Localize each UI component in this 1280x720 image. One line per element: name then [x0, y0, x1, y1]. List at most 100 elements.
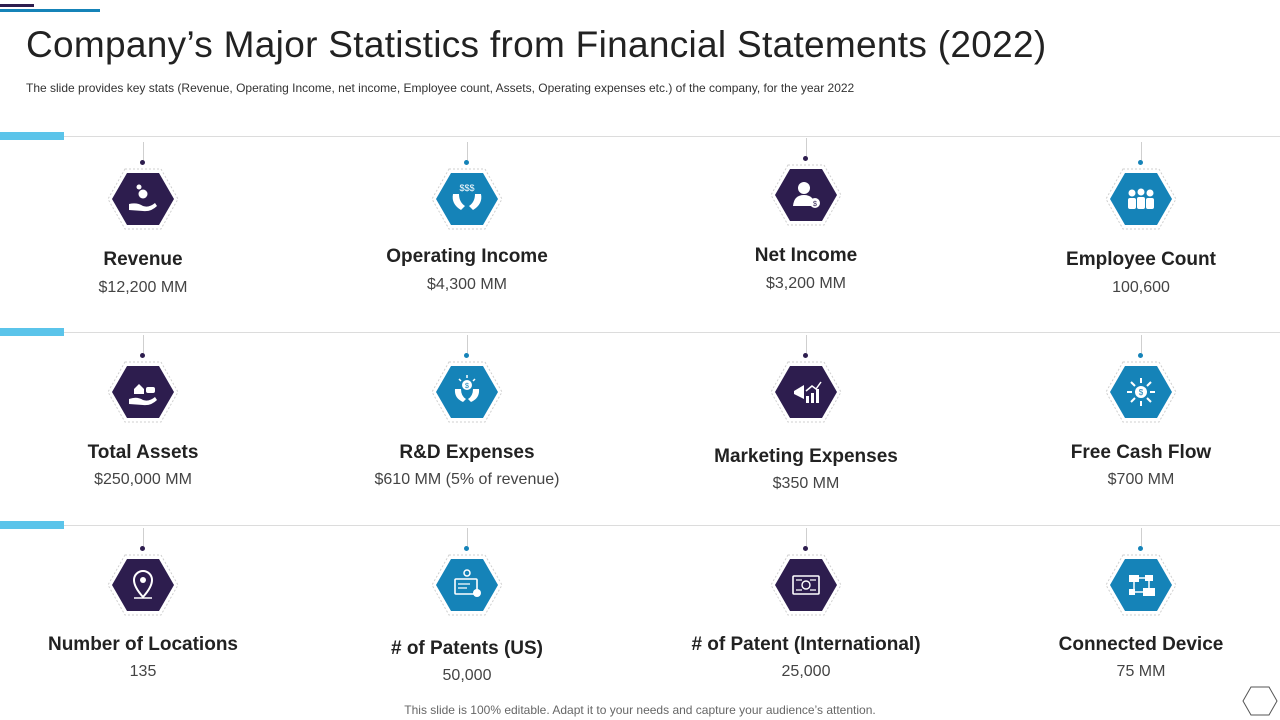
stat-icon-badge: [103, 142, 183, 230]
connector-line: [805, 138, 807, 156]
megaphone-growth-icon: [770, 361, 842, 423]
svg-text:$$$: $$$: [459, 183, 474, 193]
stat-icon-badge: [103, 528, 183, 616]
stat-value: 25,000: [781, 663, 831, 680]
stat-label: Connected Device: [1058, 634, 1224, 655]
connector-dot: [1138, 353, 1143, 358]
page-title: Company’s Major Statistics from Financia…: [26, 24, 1047, 65]
stat-label: Free Cash Flow: [1070, 442, 1212, 463]
stat-card: $ Net Income $3,200 MM: [646, 0, 966, 720]
stat-label: Marketing Expenses: [714, 446, 898, 467]
stat-card: Revenue $12,200 MM: [0, 0, 303, 720]
connector-line: [142, 142, 144, 160]
svg-text:$: $: [813, 201, 817, 208]
connector-line: [1140, 142, 1142, 160]
stat-icon-badge: [427, 528, 507, 616]
stat-value: $4,300 MM: [426, 276, 508, 293]
stat-card: Employee Count 100,600: [981, 0, 1280, 720]
network-devices-icon: [1105, 554, 1177, 616]
hands-money-icon: $$$: [431, 168, 503, 230]
stat-card: $ R&D Expenses $610 MM (5% of revenue): [307, 0, 627, 720]
row-divider: [0, 136, 1280, 137]
connector-line: [466, 142, 468, 160]
stat-card: Connected Device 75 MM: [981, 0, 1280, 720]
stat-label: Number of Locations: [47, 634, 238, 655]
stat-value: 75 MM: [1116, 663, 1166, 680]
stat-label: Operating Income: [386, 246, 548, 267]
stat-value: 50,000: [442, 667, 492, 684]
money-hand-icon: [107, 168, 179, 230]
connector-dot: [140, 353, 145, 358]
corner-hexagon-icon: [1242, 686, 1278, 716]
stat-card: Number of Locations 135: [0, 0, 303, 720]
connector-dot: [803, 546, 808, 551]
row-divider: [0, 525, 1280, 526]
stat-value: 135: [129, 663, 157, 680]
connector-line: [805, 528, 807, 546]
svg-text:$: $: [1139, 388, 1144, 397]
team-icon: [1105, 168, 1177, 230]
stat-label: R&D Expenses: [399, 442, 535, 463]
connector-dot: [464, 160, 469, 165]
stat-card: # of Patent (International) 25,000: [646, 0, 966, 720]
connector-line: [466, 335, 468, 353]
stat-icon-badge: $: [766, 138, 846, 226]
connector-dot: [140, 546, 145, 551]
stat-label: Employee Count: [1066, 249, 1216, 270]
connector-dot: [1138, 160, 1143, 165]
patent-certificate-icon: [431, 554, 503, 616]
research-funding-icon: $: [431, 361, 503, 423]
page-subtitle: The slide provides key stats (Revenue, O…: [26, 81, 855, 95]
stat-icon-badge: [1101, 142, 1181, 230]
stat-label: Net Income: [754, 245, 858, 266]
stat-value: $3,200 MM: [765, 275, 847, 292]
connector-line: [1140, 528, 1142, 546]
stat-icon-badge: [1101, 528, 1181, 616]
stat-icon-badge: $$$: [427, 142, 507, 230]
location-pin-icon: [107, 554, 179, 616]
person-dollar-icon: $: [770, 164, 842, 226]
stat-label: # of Patents (US): [390, 638, 544, 659]
stat-value: $700 MM: [1107, 471, 1175, 488]
stat-icon-badge: $: [427, 335, 507, 423]
stat-label: Total Assets: [87, 442, 199, 463]
connector-dot: [803, 156, 808, 161]
assets-hand-icon: [107, 361, 179, 423]
connector-line: [466, 528, 468, 546]
connector-dot: [803, 353, 808, 358]
connector-line: [142, 335, 144, 353]
connector-line: [805, 335, 807, 353]
stat-icon-badge: [766, 528, 846, 616]
connector-dot: [464, 546, 469, 551]
connector-line: [1140, 335, 1142, 353]
stat-card: $$$ Operating Income $4,300 MM: [307, 0, 627, 720]
row-accent-bar: [0, 328, 64, 336]
row-accent-bar: [0, 132, 64, 140]
cash-flow-icon: $: [1105, 361, 1177, 423]
stat-value: $250,000 MM: [94, 471, 192, 488]
stat-card: Marketing Expenses $350 MM: [646, 0, 966, 720]
stat-label: Revenue: [103, 249, 183, 270]
connector-line: [142, 528, 144, 546]
stat-value: $12,200 MM: [98, 279, 188, 296]
stat-card: Total Assets $250,000 MM: [0, 0, 303, 720]
top-accent-bar-dark: [0, 4, 34, 7]
connector-dot: [464, 353, 469, 358]
stat-card: $ Free Cash Flow $700 MM: [981, 0, 1280, 720]
stat-value: $350 MM: [772, 475, 840, 492]
connector-dot: [140, 160, 145, 165]
row-accent-bar: [0, 521, 64, 529]
svg-text:$: $: [465, 383, 469, 390]
stat-label: # of Patent (International): [691, 634, 921, 655]
international-certificate-icon: [770, 554, 842, 616]
stat-icon-badge: $: [1101, 335, 1181, 423]
stat-value: 100,600: [1112, 279, 1170, 296]
stat-value: $610 MM (5% of revenue): [374, 471, 560, 488]
footer-note: This slide is 100% editable. Adapt it to…: [404, 703, 876, 717]
row-divider: [0, 332, 1280, 333]
stat-card: # of Patents (US) 50,000: [307, 0, 627, 720]
top-accent-bar-blue: [0, 9, 100, 12]
stat-icon-badge: [766, 335, 846, 423]
stat-icon-badge: [103, 335, 183, 423]
connector-dot: [1138, 546, 1143, 551]
